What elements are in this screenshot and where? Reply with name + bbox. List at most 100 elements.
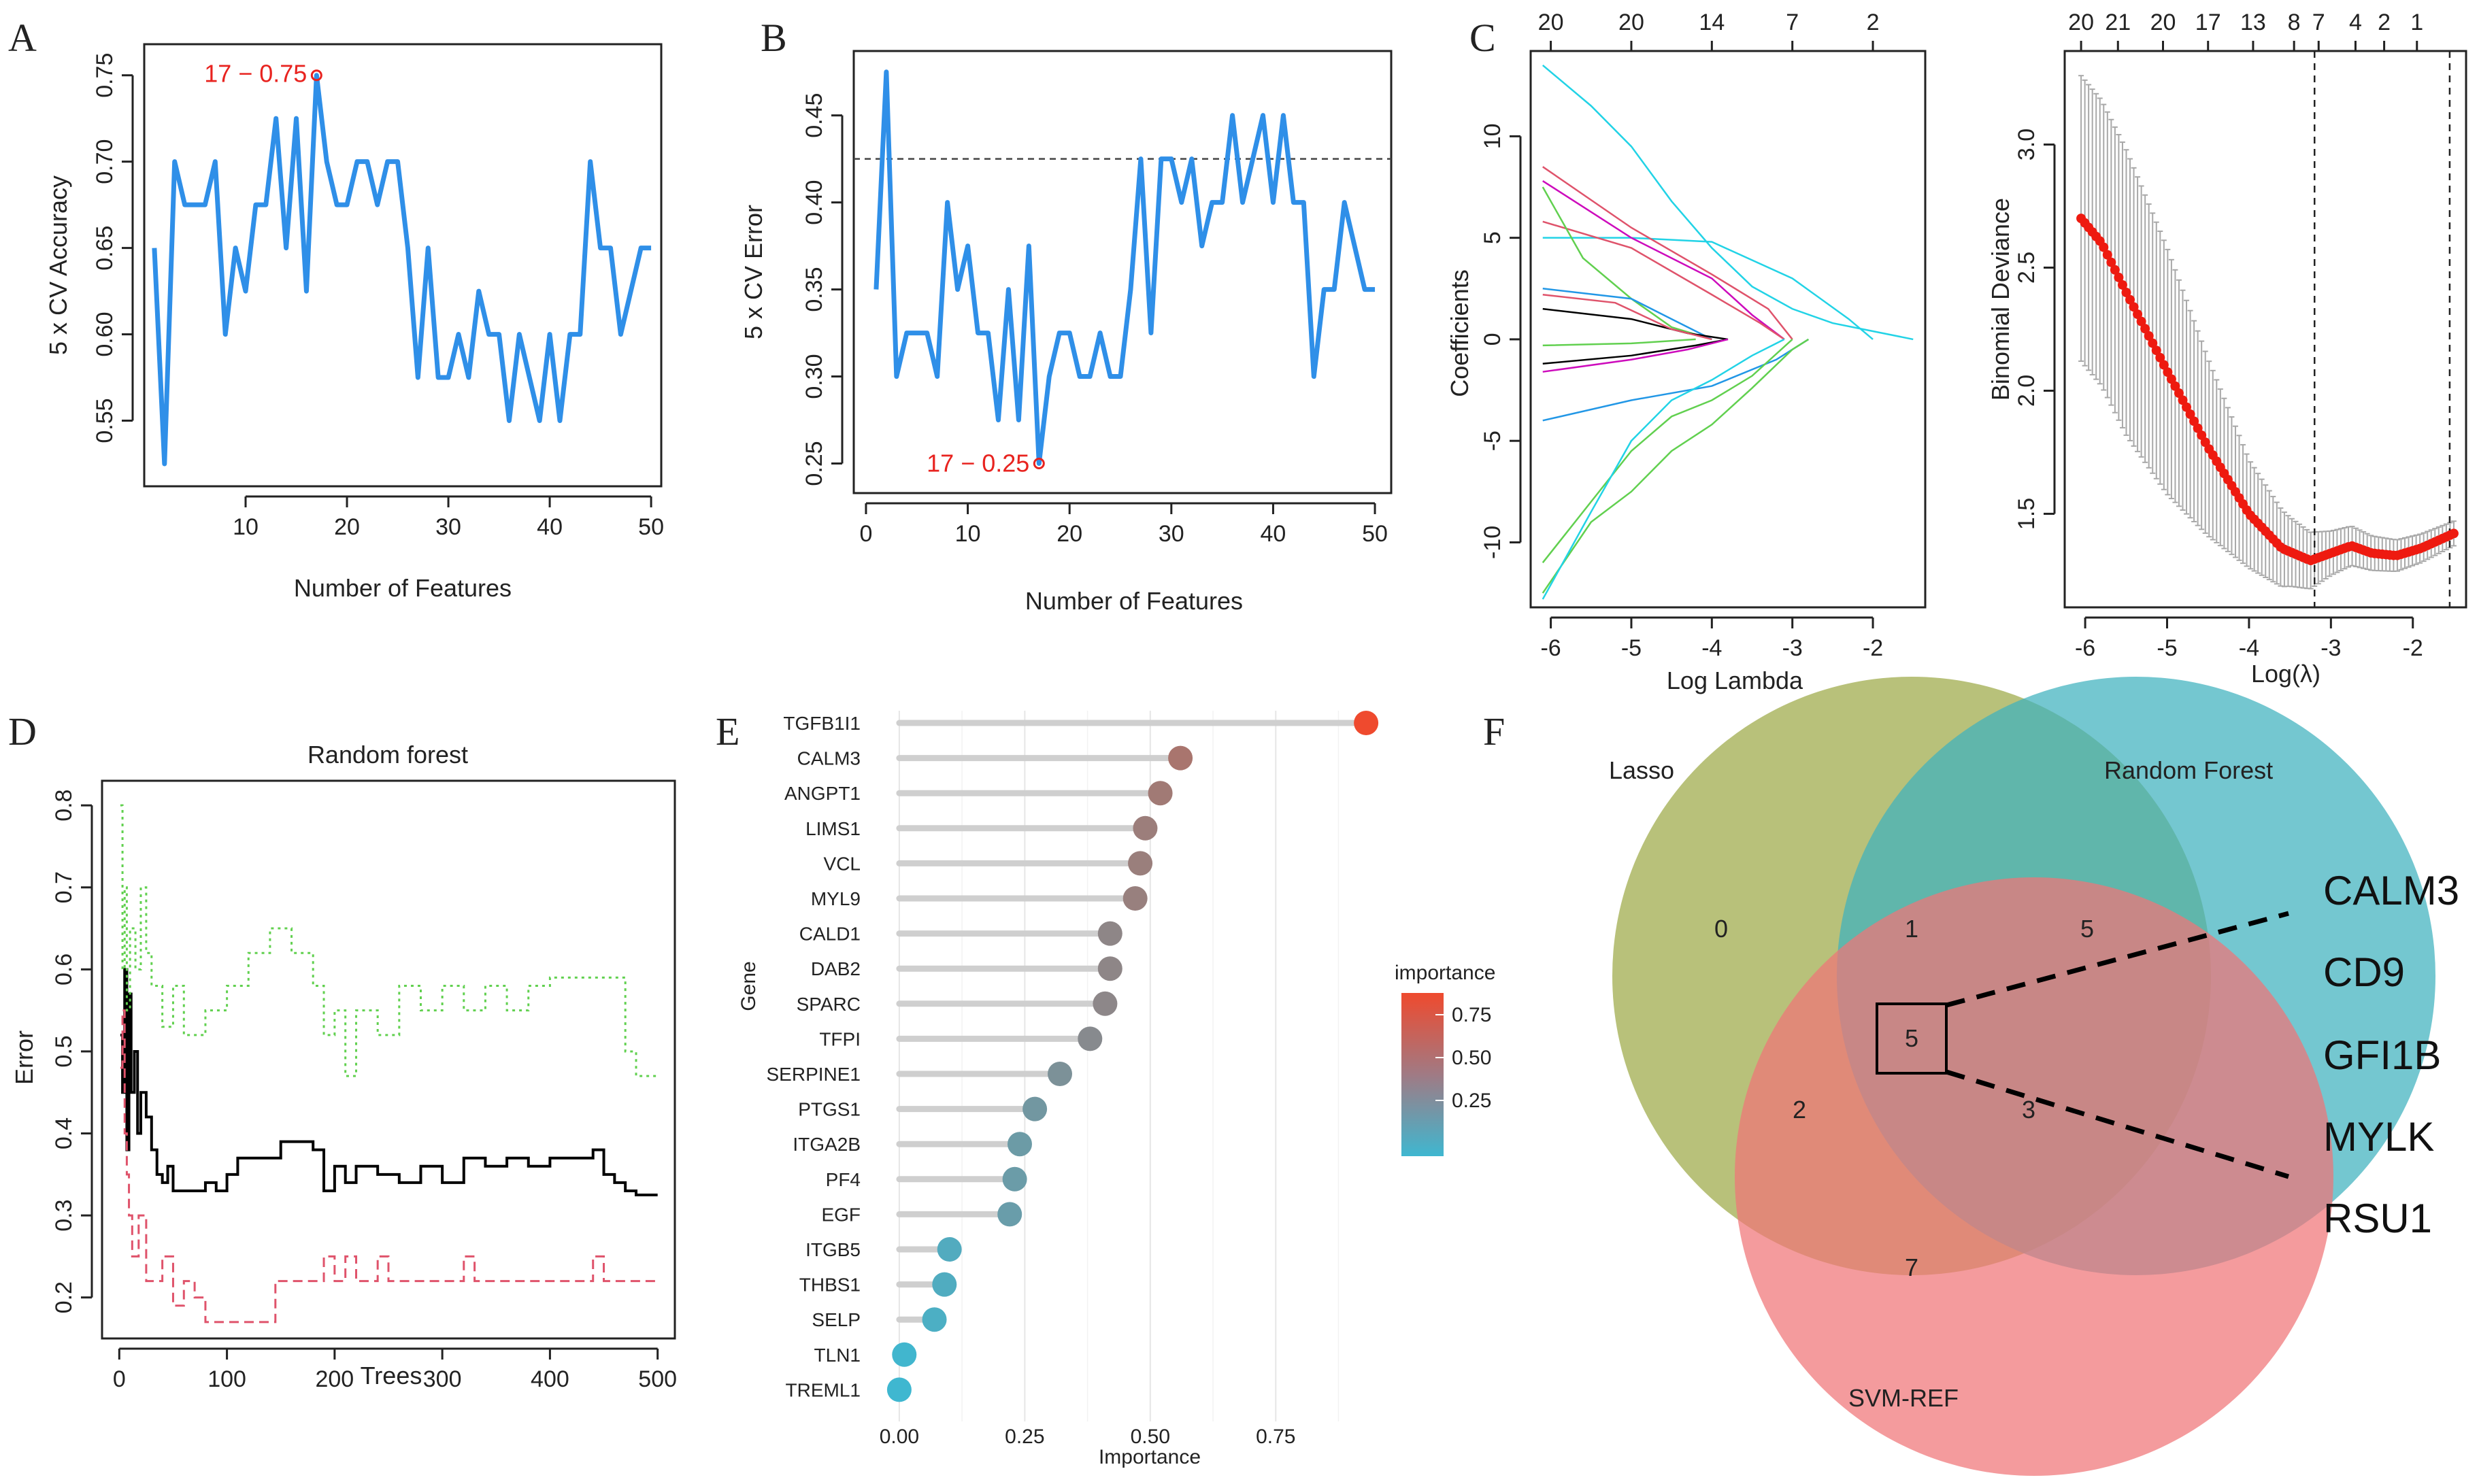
x-tick-label: -4 [1701, 635, 1722, 661]
deviance-point [2174, 388, 2184, 399]
top-tick-label: 2 [2378, 10, 2391, 35]
x-tick-label: -5 [2157, 635, 2177, 661]
gene-label: TFPI [819, 1028, 861, 1049]
gene-label: THBS1 [799, 1275, 861, 1296]
x-tick-label: 40 [537, 514, 563, 540]
common-genes-box [1876, 1002, 1948, 1075]
y-tick-label: 0.75 [92, 53, 118, 98]
rf-title: Random forest [307, 741, 468, 769]
deviance-point [2140, 324, 2150, 334]
x-tick-label: 20 [334, 514, 360, 540]
lollipop-point [1002, 1166, 1027, 1192]
x-tick-label: 0.00 [880, 1426, 919, 1448]
rf-series-class2 [120, 804, 658, 1077]
deviance-point [2159, 360, 2169, 370]
top-tick-label: 20 [1538, 10, 1564, 35]
y-tick-label: 0.4 [51, 1117, 77, 1149]
panel-d: D Random forest Trees Error 0 100 200 300 40… [8, 709, 677, 1392]
x-tick-label: 0 [113, 1366, 126, 1392]
best-error-annotation: 17 − 0.25 [927, 449, 1029, 477]
y-tick-label: -5 [1480, 431, 1505, 451]
gene-label: TREML1 [786, 1379, 861, 1400]
deviance-point [2448, 528, 2459, 539]
importance-lollipops: TGFB1I1 CALM3 ANGPT1 LIMS1 VCL MYL9 CALD1 DAB2 S… [767, 711, 1379, 1402]
deviance-point [2102, 250, 2112, 260]
coefficient-path [1542, 307, 1729, 341]
y-tick-label: 3.0 [2014, 129, 2040, 161]
deviance-point [2178, 395, 2188, 405]
lollipop-point [1093, 991, 1118, 1016]
x-tick-label: 10 [233, 514, 259, 540]
common-gene-2: CD9 [2323, 949, 2405, 995]
deviance-point [2182, 402, 2192, 412]
x-tick-label: 20 [1057, 521, 1082, 547]
accuracy-line [152, 73, 652, 467]
coefficient-path [1542, 64, 1914, 341]
y-tick-label: 10 [1480, 123, 1505, 149]
top-tick-label: 7 [2312, 10, 2325, 35]
gene-label: SERPINE1 [767, 1064, 861, 1085]
best-accuracy-marker [310, 69, 322, 82]
x-tick-label: -6 [2075, 635, 2095, 661]
y-tick-label: 0.8 [51, 790, 77, 822]
panel-a: A Number of Features 5 x CV Accuracy 10 2… [8, 16, 664, 602]
rf-series-oob [120, 968, 658, 1196]
lollipop-point [1354, 711, 1379, 735]
best-accuracy-annotation: 17 − 0.75 [204, 60, 307, 88]
deviance-point [2129, 302, 2139, 312]
y-axis-label-a: 5 x CV Accuracy [44, 175, 72, 355]
lollipop-point [997, 1202, 1022, 1227]
top-tick-label: 2 [1867, 10, 1880, 35]
panel-c: C Log Lambda Coefficients -6 -5 -4 -3 -2 -10 -… [1446, 10, 1927, 694]
lollipop-point [1168, 745, 1193, 771]
lollipop-point [932, 1272, 957, 1297]
deviance-points [2076, 214, 2459, 566]
y-axis-label-b: 5 x CV Error [739, 205, 767, 339]
common-gene-1: CALM3 [2323, 868, 2459, 913]
lollipop-point [1122, 886, 1148, 911]
y-tick-label: 0.60 [92, 311, 118, 356]
gene-label: PF4 [826, 1169, 861, 1190]
panel-f: F Lasso Random Forest SVM-REF 0 1 5 2 3 … [1483, 677, 2459, 1476]
top-tick-label: 13 [2240, 10, 2266, 35]
coefficient-path [1542, 220, 1785, 340]
callout-line-top [1946, 911, 2289, 1008]
gene-label: PTGS1 [798, 1099, 861, 1120]
x-tick-label: -3 [1782, 635, 1803, 661]
lollipop-point [1007, 1132, 1032, 1157]
venn-count-lasso-rf: 1 [1905, 915, 1918, 943]
y-tick-label: 2.0 [2014, 375, 2040, 407]
x-axis-label-d: Trees [361, 1362, 422, 1389]
y-tick-label: 0.25 [801, 441, 827, 486]
gene-label: LIMS1 [805, 818, 861, 839]
plot-frame-b [852, 50, 1393, 494]
deviance-point [2125, 294, 2135, 305]
callout-line-bottom [1945, 1069, 2290, 1179]
top-tick-label: 17 [2195, 10, 2221, 35]
gene-label: ITGB5 [805, 1239, 861, 1260]
coefficient-path [1542, 338, 1810, 422]
lollipop-point [1128, 851, 1153, 876]
deviance-point [2099, 242, 2109, 252]
plot-frame-d [101, 779, 676, 1340]
plot-panel-e [874, 711, 1391, 1421]
y-tick-label: 0.35 [801, 267, 827, 311]
top-tick-label: 1 [2410, 10, 2423, 35]
venn-label-svm-ref: SVM-REF [1848, 1384, 1959, 1412]
x-tick-label: 50 [638, 514, 664, 540]
lollipop-point [1097, 956, 1122, 981]
y-tick-label: 0.3 [51, 1199, 77, 1231]
top-tick-label: 8 [2288, 10, 2301, 35]
top-tick-label: 20 [2068, 10, 2094, 35]
deviance-point [2133, 309, 2143, 319]
deviance-point [2185, 409, 2195, 419]
coefficient-path [1542, 338, 1729, 365]
top-tick-label: 20 [1618, 10, 1644, 35]
deviance-point [2163, 367, 2173, 377]
legend-title: importance [1395, 962, 1495, 984]
gene-label: ANGPT1 [784, 783, 861, 804]
panel-label-b: B [761, 16, 787, 60]
gene-label: CALM3 [797, 748, 861, 769]
panel-label-e: E [716, 709, 739, 754]
